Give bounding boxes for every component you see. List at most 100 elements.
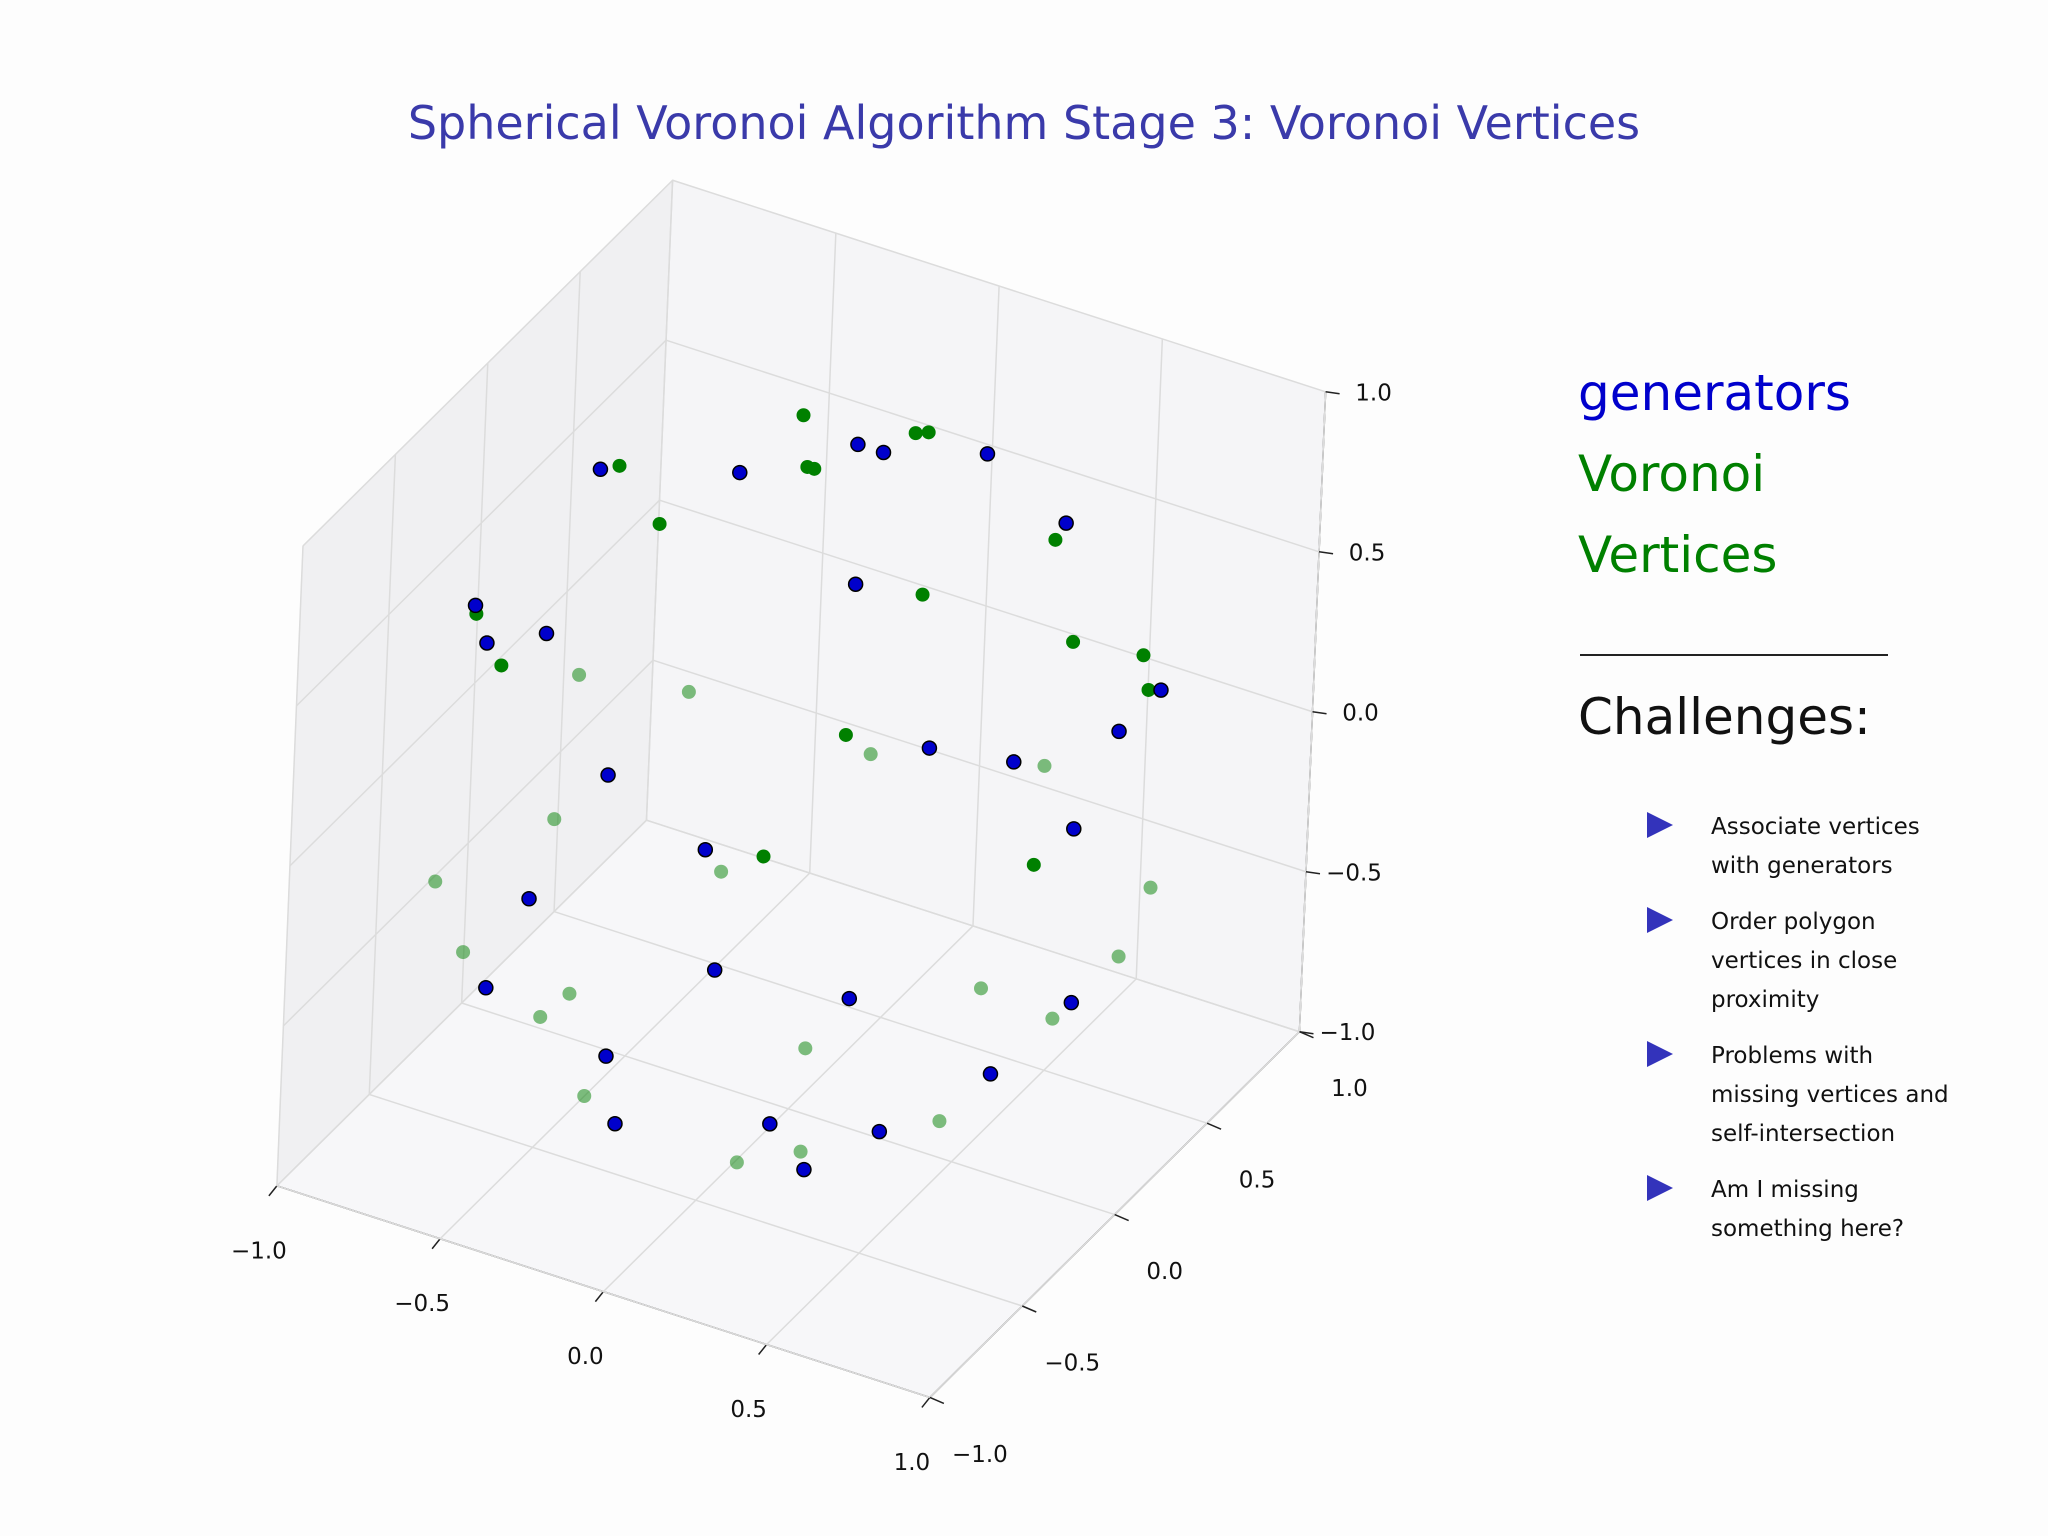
grid-line xyxy=(659,499,1313,713)
bullet xyxy=(1647,1041,1673,1067)
generator-point xyxy=(607,1115,623,1132)
legend-entry: Voronoi Vertices xyxy=(1578,445,1778,584)
vertex-point xyxy=(681,684,696,699)
grid-line xyxy=(302,179,674,547)
generator-point xyxy=(521,891,537,907)
vertex-point xyxy=(1111,949,1126,964)
item-text: Am I missing something here? xyxy=(1711,1177,1905,1242)
tick-mark xyxy=(929,1396,945,1405)
item-text: Order polygon vertices in close proximit… xyxy=(1711,909,1898,1013)
list-item: Associate vertices with generators xyxy=(1645,808,1961,886)
vertex-point xyxy=(652,516,667,531)
list-item: Problems with missing vertices and self-… xyxy=(1645,1037,1961,1154)
vertex-point xyxy=(572,667,587,682)
z-tick-label: −0.5 xyxy=(1326,860,1382,886)
x-tick-label: −1.0 xyxy=(231,1238,287,1264)
generator-point xyxy=(847,576,864,592)
grid-line xyxy=(652,659,1307,873)
generator-point xyxy=(706,962,723,978)
generator-point xyxy=(841,990,858,1007)
generator-point xyxy=(1111,723,1127,740)
grid-line xyxy=(665,339,1320,553)
item-text: Associate vertices with generators xyxy=(1711,814,1920,879)
x-tick-label: −0.5 xyxy=(394,1291,450,1317)
generator-point xyxy=(850,436,866,453)
generator-point xyxy=(1058,515,1074,531)
sidebar-heading: Challenges: xyxy=(1578,688,1871,746)
tick-mark xyxy=(268,1185,278,1197)
grid-line xyxy=(282,659,654,1027)
vertex-point xyxy=(921,425,936,440)
vertex-point xyxy=(1045,1011,1060,1026)
generator-point xyxy=(1063,994,1080,1011)
tick-mark xyxy=(594,1291,604,1303)
grid-line xyxy=(276,819,647,1187)
generator-point xyxy=(921,740,938,756)
generator-point xyxy=(697,841,714,858)
generator-point xyxy=(538,625,555,642)
vertex-point xyxy=(494,658,509,673)
generator-point xyxy=(762,1116,778,1132)
generator-point xyxy=(592,461,609,478)
grid-line xyxy=(369,1093,1023,1307)
grid-line xyxy=(461,1002,1115,1216)
vertex-point xyxy=(714,864,729,879)
vertex-point xyxy=(974,981,989,996)
z-tick-label: 1.0 xyxy=(1355,380,1392,406)
generator-point xyxy=(796,1161,812,1178)
y-tick-label: 0.0 xyxy=(1146,1259,1183,1285)
vertex-point xyxy=(796,408,811,423)
vertex-point xyxy=(577,1088,592,1103)
generator-point xyxy=(732,464,748,481)
grid-line xyxy=(289,499,661,867)
generator-point xyxy=(1006,754,1022,770)
vertex-point xyxy=(533,1009,548,1024)
vertex-point xyxy=(838,727,853,742)
tick-mark xyxy=(1325,391,1340,395)
tick-mark xyxy=(1318,551,1334,555)
list-item: Order polygon vertices in close proximit… xyxy=(1645,903,1961,1020)
vertex-point xyxy=(1136,648,1151,663)
vertex-point xyxy=(562,986,577,1001)
tick-mark xyxy=(1299,1030,1314,1035)
tick-mark xyxy=(1312,711,1327,715)
tick-mark xyxy=(1206,1122,1222,1130)
vertex-point xyxy=(428,874,443,889)
vertex-point xyxy=(1048,532,1063,547)
vertex-point xyxy=(863,747,878,762)
y-tick-label: −1.0 xyxy=(952,1442,1008,1468)
generator-point xyxy=(1153,682,1169,698)
bullet xyxy=(1647,812,1673,838)
vertex-point xyxy=(612,458,627,473)
generator-point xyxy=(979,446,996,462)
vertex-point xyxy=(1026,857,1041,872)
z-tick-label: −1.0 xyxy=(1320,1020,1376,1046)
x-tick-label: 1.0 xyxy=(894,1450,931,1476)
generator-point xyxy=(600,767,616,783)
vertex-point xyxy=(793,1144,808,1159)
tick-mark xyxy=(1305,871,1321,875)
generator-point xyxy=(875,444,892,461)
vertex-point xyxy=(756,849,771,864)
challenge-list: Associate vertices with generators Order… xyxy=(1645,808,1961,1249)
generator-point xyxy=(478,980,494,996)
chart-title: Spherical Voronoi Algorithm Stage 3: Vor… xyxy=(407,96,1641,150)
tick-mark xyxy=(1021,1305,1037,1313)
grid-line xyxy=(646,819,1300,1033)
grid-line xyxy=(295,339,667,707)
vertex-point xyxy=(932,1114,947,1129)
x-tick-label: 0.5 xyxy=(730,1397,767,1423)
item-text: Problems with missing vertices and self-… xyxy=(1711,1043,1949,1147)
legend-entry: generators xyxy=(1578,364,1851,422)
bullet xyxy=(1647,1175,1673,1201)
grid-line xyxy=(553,910,1208,1124)
grid-line xyxy=(276,1185,931,1399)
generator-point xyxy=(1066,821,1082,837)
tick-mark xyxy=(431,1238,441,1250)
vertex-point xyxy=(908,426,923,441)
y-tick-label: −0.5 xyxy=(1044,1351,1100,1377)
y-tick-label: 0.5 xyxy=(1239,1168,1276,1194)
z-tick-label: 0.0 xyxy=(1342,700,1379,726)
generator-point xyxy=(467,597,484,614)
vertex-point xyxy=(547,812,562,827)
